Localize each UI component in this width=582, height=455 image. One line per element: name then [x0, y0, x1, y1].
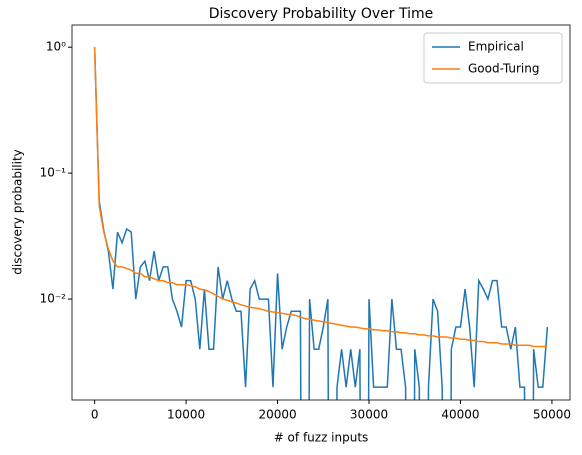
legend-label: Good-Turing — [468, 62, 539, 76]
y-tick-label: 10⁰ — [46, 40, 66, 54]
legend-box — [423, 32, 563, 84]
series-line — [93, 47, 548, 348]
x-tick-label: 20000 — [258, 408, 296, 422]
plot-area — [93, 47, 549, 400]
x-tick-label: 10000 — [167, 408, 205, 422]
y-axis-label: discovery probability — [11, 149, 25, 275]
x-tick-label: 50000 — [533, 408, 571, 422]
y-tick-label: 10⁻² — [40, 292, 67, 306]
x-tick-label: 0 — [91, 408, 99, 422]
x-axis-label: # of fuzz inputs — [274, 431, 369, 445]
y-tick-label: 10⁻¹ — [40, 166, 67, 180]
x-tick-label: 40000 — [441, 408, 479, 422]
chart-title: Discovery Probability Over Time — [209, 6, 433, 22]
x-tick-label: 30000 — [350, 408, 388, 422]
plot-frame — [71, 24, 571, 401]
legend-label: Empirical — [468, 40, 524, 54]
